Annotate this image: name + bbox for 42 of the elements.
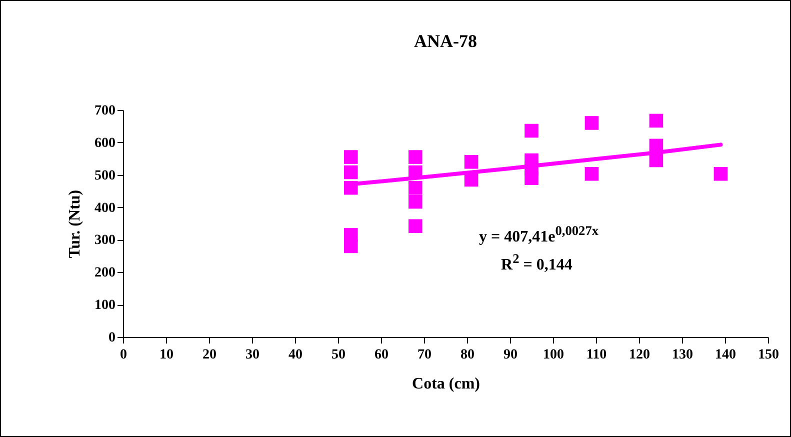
annotation: y = 407,41e$^{0,0027x}$ bbox=[479, 223, 599, 246]
x-tick-label: 90 bbox=[504, 348, 518, 362]
y-axis-title: Tur. (Ntu) bbox=[66, 190, 84, 258]
x-tick-label: 100 bbox=[543, 348, 564, 362]
y-tick-label: 0 bbox=[108, 330, 116, 346]
x-tick-label: 30 bbox=[246, 348, 260, 362]
x-tick-label: 140 bbox=[715, 348, 736, 362]
x-tick-label: 0 bbox=[120, 348, 127, 362]
chart-title: ANA-78 bbox=[414, 31, 477, 51]
x-axis-title: Cota (cm) bbox=[412, 376, 480, 392]
y-tick-label: 400 bbox=[94, 200, 116, 216]
x-tick-label: 130 bbox=[672, 348, 693, 362]
y-tick-label: 300 bbox=[94, 233, 116, 248]
point bbox=[408, 219, 422, 233]
x-tick-label: 70 bbox=[418, 348, 432, 362]
x-tick-label: 150 bbox=[758, 348, 779, 362]
point bbox=[524, 124, 538, 138]
x-tick-label: 50 bbox=[332, 348, 346, 362]
y-tick-label: 200 bbox=[94, 266, 116, 281]
point bbox=[584, 116, 599, 130]
y-tick-label: 100 bbox=[94, 298, 116, 314]
x-tick-label: 60 bbox=[374, 348, 388, 362]
point bbox=[344, 165, 358, 180]
x-tick-label: 80 bbox=[460, 348, 474, 362]
point bbox=[408, 150, 422, 164]
x-tick-label: 40 bbox=[288, 348, 302, 362]
point bbox=[344, 228, 358, 242]
annotation: R$^{2}$ = 0,144 bbox=[501, 251, 572, 274]
y-tick-label: 700 bbox=[94, 104, 116, 118]
x-tick-label: 10 bbox=[160, 348, 174, 362]
x-tick-label: 110 bbox=[586, 348, 607, 362]
point bbox=[408, 180, 422, 195]
point bbox=[344, 150, 358, 164]
y-tick-label: 500 bbox=[94, 168, 116, 184]
x-tick-label: 120 bbox=[629, 348, 650, 362]
point bbox=[408, 194, 422, 209]
point bbox=[584, 166, 599, 181]
point bbox=[714, 166, 728, 181]
point bbox=[464, 154, 478, 169]
y-tick-label: 600 bbox=[94, 136, 116, 151]
point bbox=[649, 114, 664, 128]
x-tick-label: 20 bbox=[202, 348, 216, 362]
